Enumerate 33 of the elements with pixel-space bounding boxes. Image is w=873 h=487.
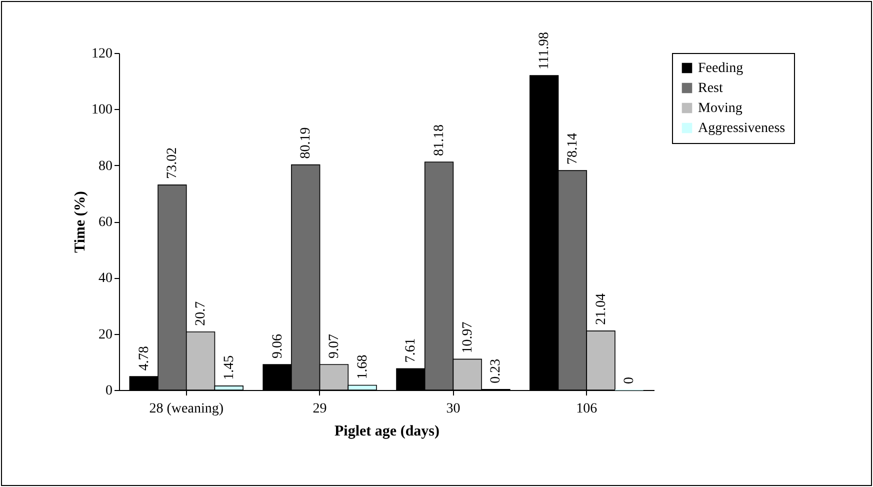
y-tick-label: 60 — [98, 215, 112, 230]
data-label: 73.02 — [165, 147, 180, 179]
data-label: 111.98 — [537, 32, 552, 70]
data-label: 21.04 — [594, 293, 609, 325]
data-label: 1.45 — [222, 355, 237, 380]
data-label: 0 — [622, 377, 638, 384]
x-tick-label: 30 — [446, 402, 460, 416]
data-label: 78.14 — [565, 133, 580, 165]
data-label: 20.7 — [194, 301, 209, 326]
y-tick-label: 40 — [98, 271, 112, 286]
data-label: 80.19 — [298, 127, 314, 159]
legend-label: Feeding — [698, 61, 744, 76]
y-tick-label: 80 — [98, 158, 112, 174]
y-tick-label: 100 — [92, 102, 112, 118]
y-axis-title: Time (%) — [72, 191, 88, 253]
x-axis-title: Piglet age (days) — [334, 424, 440, 440]
data-label: 4.78 — [136, 346, 152, 371]
data-label: 9.07 — [326, 334, 342, 359]
data-label: 7.61 — [404, 338, 419, 363]
legend-label: Moving — [698, 101, 742, 116]
legend-label: Rest — [698, 81, 723, 96]
y-tick-label: 120 — [92, 46, 112, 62]
data-label: 9.06 — [270, 334, 286, 359]
legend-label: Aggressiveness — [698, 121, 786, 136]
data-label: 10.97 — [460, 322, 476, 354]
x-tick-label: 106 — [576, 402, 598, 416]
x-tick-label: 29 — [312, 402, 327, 416]
y-tick-label: 0 — [106, 384, 112, 398]
data-label: 81.18 — [432, 124, 448, 156]
x-tick-label: 28 (weaning) — [149, 402, 224, 416]
y-tick-label: 20 — [98, 327, 112, 342]
data-label: 0.23 — [488, 358, 504, 384]
data-label: 1.68 — [355, 354, 370, 380]
